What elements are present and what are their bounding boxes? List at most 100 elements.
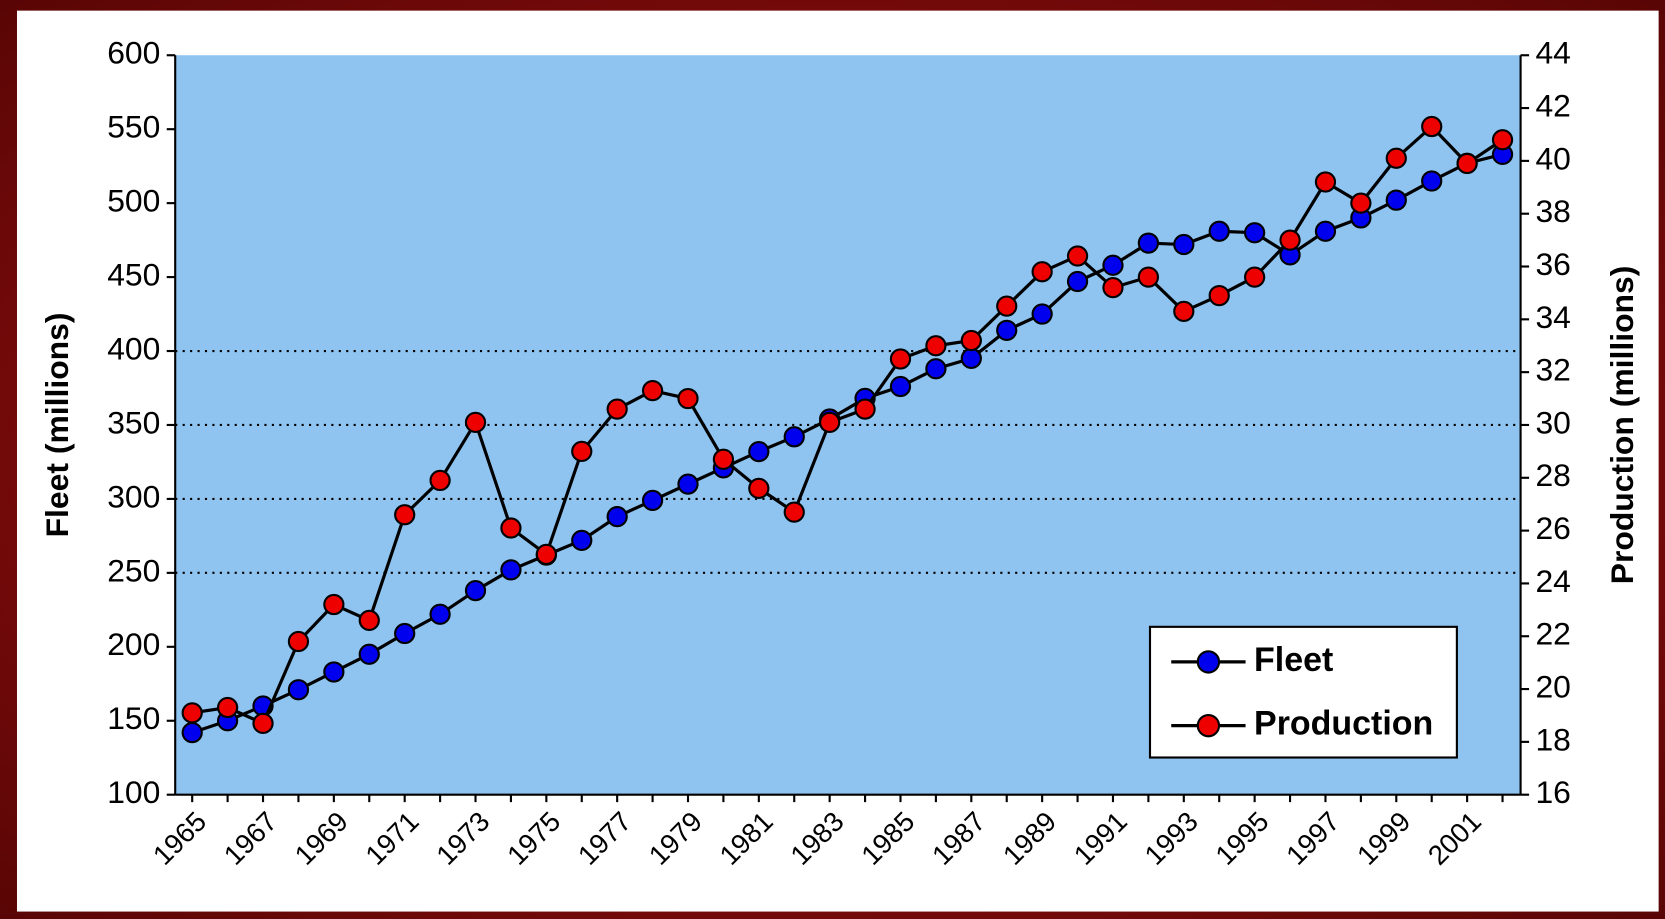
data-point xyxy=(606,398,628,420)
data-point xyxy=(960,347,982,370)
data-point xyxy=(1031,303,1053,325)
data-point xyxy=(1066,270,1089,293)
y2-tick-label: 34 xyxy=(1535,299,1570,335)
y2-tick-label: 18 xyxy=(1535,721,1570,757)
y-tick-label: 150 xyxy=(107,700,160,736)
y-tick-label: 250 xyxy=(107,552,160,588)
data-point xyxy=(535,543,557,565)
data-point xyxy=(854,398,876,420)
y2-axis-title: Production (millions) xyxy=(1604,266,1640,585)
data-point xyxy=(429,603,451,625)
legend-marker xyxy=(1196,713,1221,738)
data-point xyxy=(960,329,982,352)
y-tick-label: 200 xyxy=(107,626,160,662)
data-point xyxy=(323,593,345,616)
data-point xyxy=(1137,232,1160,254)
data-point xyxy=(1456,152,1478,175)
data-point xyxy=(677,387,699,410)
data-point xyxy=(464,579,487,602)
data-point xyxy=(500,517,522,539)
data-point xyxy=(748,477,770,499)
y-tick-label: 500 xyxy=(107,183,160,219)
legend: Fleet Production xyxy=(1148,625,1458,759)
data-point xyxy=(252,712,274,735)
data-point xyxy=(1031,261,1053,283)
data-point xyxy=(677,473,699,495)
legend-box xyxy=(1148,625,1458,759)
data-point xyxy=(216,696,239,719)
data-point xyxy=(712,448,735,470)
data-point xyxy=(1421,170,1443,192)
data-point xyxy=(783,426,805,448)
data-point xyxy=(1244,266,1266,288)
y-tick-label: 450 xyxy=(107,256,160,292)
data-point xyxy=(606,506,628,528)
legend-label: Fleet xyxy=(1254,641,1333,679)
data-point xyxy=(323,661,345,683)
data-point xyxy=(748,440,770,463)
data-point xyxy=(394,622,416,645)
y2-tick-label: 42 xyxy=(1535,87,1570,123)
y2-tick-label: 30 xyxy=(1535,404,1570,440)
data-point xyxy=(429,469,451,492)
data-point xyxy=(996,319,1018,341)
legend-marker xyxy=(1196,650,1221,674)
data-point xyxy=(571,440,593,463)
data-point xyxy=(1102,254,1124,276)
y2-tick-label: 24 xyxy=(1535,563,1570,599)
data-point xyxy=(1173,233,1195,256)
data-point xyxy=(641,380,664,402)
y-axis-title: Fleet (millions) xyxy=(39,313,75,538)
data-point xyxy=(1385,147,1407,169)
data-point xyxy=(1314,171,1337,193)
data-point xyxy=(783,501,805,523)
y2-tick-label: 22 xyxy=(1535,616,1570,652)
data-point xyxy=(641,489,664,512)
data-point xyxy=(819,411,841,433)
data-point xyxy=(1173,300,1195,323)
y2-tick-label: 26 xyxy=(1535,510,1570,546)
y-tick-label: 600 xyxy=(107,35,160,71)
data-point xyxy=(1350,192,1372,214)
data-point xyxy=(1244,222,1266,244)
y2-tick-label: 20 xyxy=(1535,668,1570,704)
y2-tick-label: 32 xyxy=(1535,352,1570,388)
y-tick-label: 350 xyxy=(107,404,160,440)
data-point xyxy=(181,721,203,744)
data-point xyxy=(1137,266,1160,288)
data-point xyxy=(1385,189,1407,211)
data-point xyxy=(358,643,380,665)
data-point xyxy=(571,529,593,551)
y2-tick-label: 28 xyxy=(1535,457,1570,493)
data-point xyxy=(358,609,380,632)
data-point xyxy=(1421,115,1443,138)
data-point xyxy=(1491,129,1514,151)
y-tick-label: 400 xyxy=(107,330,160,366)
data-point xyxy=(394,504,416,526)
data-point xyxy=(1066,245,1089,267)
data-point xyxy=(889,348,912,370)
data-point xyxy=(1102,277,1124,299)
y-tick-label: 550 xyxy=(107,109,160,145)
data-point xyxy=(996,295,1018,317)
legend-label: Production xyxy=(1254,705,1433,743)
data-point xyxy=(1208,220,1230,242)
data-point xyxy=(925,358,947,380)
data-point xyxy=(181,702,203,724)
y-tick-label: 300 xyxy=(107,478,160,514)
data-point xyxy=(287,630,310,653)
data-point xyxy=(1314,220,1337,242)
y2-tick-label: 16 xyxy=(1535,774,1570,810)
data-point xyxy=(1208,284,1230,307)
y2-tick-label: 44 xyxy=(1535,35,1570,71)
data-point xyxy=(464,411,487,433)
data-point xyxy=(889,375,912,398)
y2-tick-label: 40 xyxy=(1535,140,1570,176)
data-point xyxy=(1279,229,1301,251)
y2-tick-label: 36 xyxy=(1535,246,1570,282)
y-tick-label: 100 xyxy=(107,774,160,810)
y2-tick-label: 38 xyxy=(1535,193,1570,229)
data-point xyxy=(925,335,947,357)
data-point xyxy=(500,559,522,581)
